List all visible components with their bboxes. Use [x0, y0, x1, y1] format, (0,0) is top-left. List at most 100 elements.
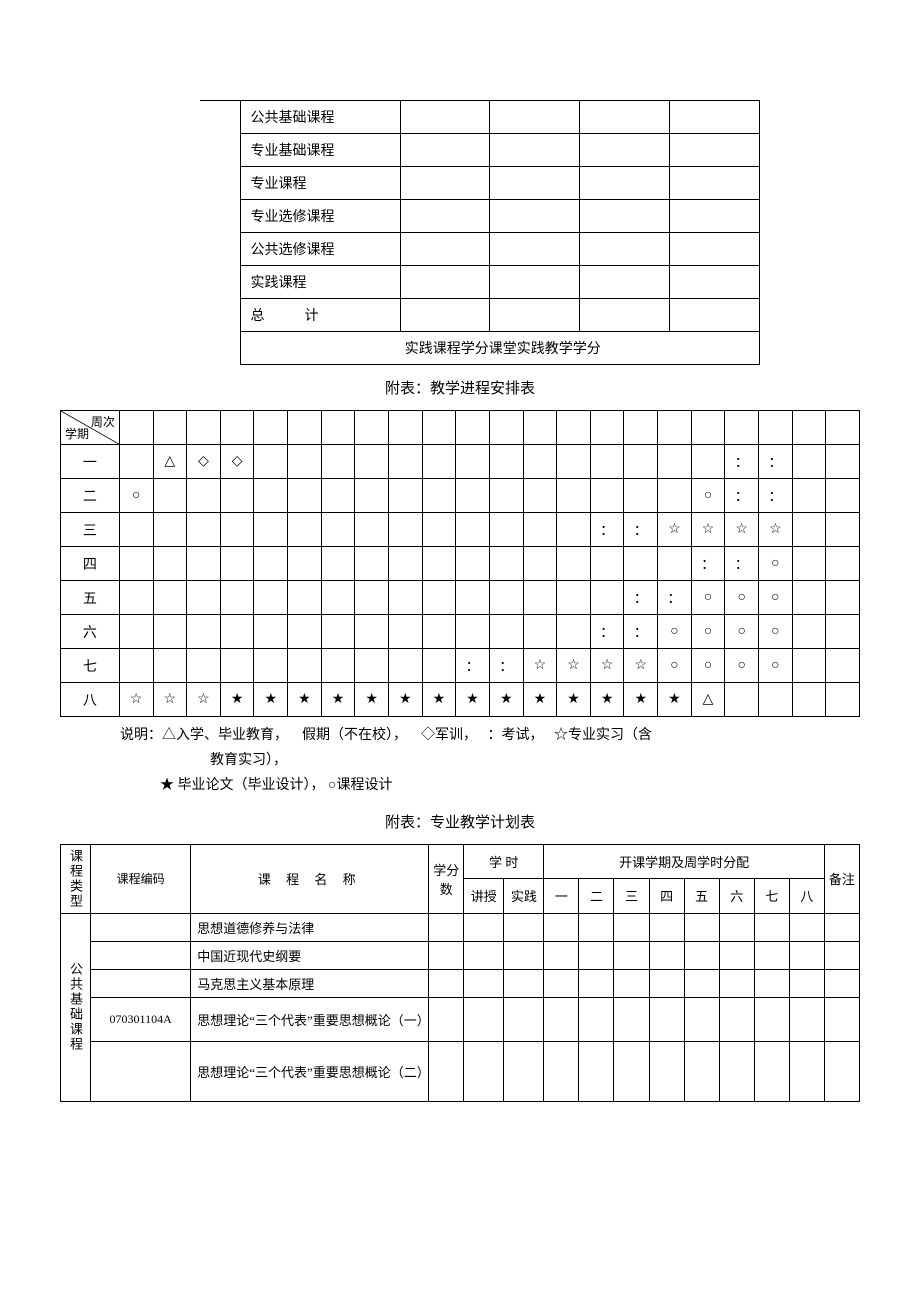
schedule-cell: [590, 479, 624, 513]
schedule-cell: ★: [321, 683, 355, 717]
schedule-cell: [456, 615, 490, 649]
schedule-cell: [254, 547, 288, 581]
schedule-cell: [456, 479, 490, 513]
schedule-cell: [422, 445, 456, 479]
schedule-cell: [288, 479, 322, 513]
schedule-cell: [119, 547, 153, 581]
schedule-cell: [489, 615, 523, 649]
schedule-cell: ☆: [624, 649, 658, 683]
schedule-cell: [288, 547, 322, 581]
row-label: 公共基础课程: [240, 101, 400, 134]
schedule-cell: [826, 649, 860, 683]
schedule-cell: ★: [220, 683, 254, 717]
legend-3: ★ 毕业论文（毕业设计）， ○课程设计: [60, 773, 860, 798]
schedule-cell: ○: [658, 649, 692, 683]
diag-header: 周次 学期: [61, 411, 120, 445]
schedule-cell: [489, 547, 523, 581]
schedule-cell: [355, 479, 389, 513]
schedule-cell: [220, 513, 254, 547]
h-s3: 三: [614, 879, 649, 914]
schedule-cell: [254, 615, 288, 649]
schedule-cell: [119, 615, 153, 649]
schedule-cell: [624, 479, 658, 513]
schedule-cell: [590, 547, 624, 581]
schedule-cell: [388, 547, 422, 581]
course-r4-code: 070301104A: [91, 997, 191, 1041]
legend: 说明：△入学、毕业教育， 假期（不在校）， ◇军训， ：考试， ☆专业实习（含: [60, 723, 860, 748]
schedule-cell: ：: [691, 547, 725, 581]
h-s6: 六: [719, 879, 754, 914]
category-public: 公共基础课程: [61, 913, 91, 1101]
schedule-cell: ○: [691, 479, 725, 513]
header-sem: 学期: [65, 425, 89, 442]
schedule-cell: [658, 445, 692, 479]
schedule-cell: [489, 581, 523, 615]
schedule-cell: ○: [119, 479, 153, 513]
schedule-cell: ：: [590, 615, 624, 649]
course-r1: 思想道德修养与法律: [191, 913, 429, 941]
schedule-cell: [388, 445, 422, 479]
schedule-cell: ：: [759, 479, 793, 513]
schedule-cell: ○: [691, 615, 725, 649]
schedule-cell: [119, 649, 153, 683]
schedule-cell: [658, 547, 692, 581]
schedule-cell: [321, 581, 355, 615]
schedule-cell: [355, 445, 389, 479]
row-label: 专业选修课程: [240, 200, 400, 233]
footnote-text: 实践课程学分课堂实践教学学分: [240, 332, 760, 365]
schedule-cell: [523, 445, 557, 479]
schedule-cell: [624, 547, 658, 581]
sem-label: 七: [61, 649, 120, 683]
schedule-cell: [119, 513, 153, 547]
schedule-cell: ☆: [187, 683, 221, 717]
schedule-cell: ：: [725, 479, 759, 513]
schedule-cell: [523, 615, 557, 649]
schedule-cell: ☆: [725, 513, 759, 547]
schedule-cell: [288, 581, 322, 615]
schedule-cell: [388, 513, 422, 547]
header-week: 周次: [91, 413, 115, 430]
schedule-cell: ☆: [119, 683, 153, 717]
schedule-cell: ★: [624, 683, 658, 717]
schedule-cell: ：: [759, 445, 793, 479]
total-label: 总计: [240, 299, 400, 332]
row-label: 公共选修课程: [240, 233, 400, 266]
schedule-cell: [523, 479, 557, 513]
h-hours: 学 时: [464, 844, 544, 879]
schedule-cell: [254, 649, 288, 683]
schedule-cell: [691, 445, 725, 479]
schedule-cell: ○: [691, 649, 725, 683]
schedule-cell: ○: [658, 615, 692, 649]
schedule-cell: ○: [759, 581, 793, 615]
schedule-cell: [321, 649, 355, 683]
schedule-cell: ★: [456, 683, 490, 717]
schedule-cell: [456, 547, 490, 581]
schedule-cell: [153, 581, 187, 615]
schedule-cell: [826, 513, 860, 547]
schedule-cell: [321, 547, 355, 581]
schedule-cell: [321, 479, 355, 513]
schedule-cell: ○: [759, 615, 793, 649]
schedule-cell: [187, 649, 221, 683]
schedule-cell: [187, 479, 221, 513]
schedule-cell: [153, 547, 187, 581]
schedule-cell: [355, 615, 389, 649]
schedule-cell: ：: [624, 513, 658, 547]
schedule-cell: [288, 649, 322, 683]
schedule-cell: [187, 513, 221, 547]
schedule-cell: ：: [489, 649, 523, 683]
legend-1a: 说明：△入学、毕业教育，: [120, 728, 288, 743]
schedule-cell: [725, 683, 759, 717]
schedule-cell: ：: [590, 513, 624, 547]
schedule-cell: [826, 581, 860, 615]
schedule-cell: [557, 547, 591, 581]
caption-schedule: 附表：教学进程安排表: [60, 377, 860, 398]
blank-cell: [200, 101, 240, 134]
schedule-cell: [220, 615, 254, 649]
schedule-cell: ★: [355, 683, 389, 717]
h-semgroup: 开课学期及周学时分配: [544, 844, 825, 879]
schedule-cell: [220, 547, 254, 581]
schedule-cell: [153, 513, 187, 547]
schedule-cell: [288, 513, 322, 547]
schedule-cell: [523, 513, 557, 547]
